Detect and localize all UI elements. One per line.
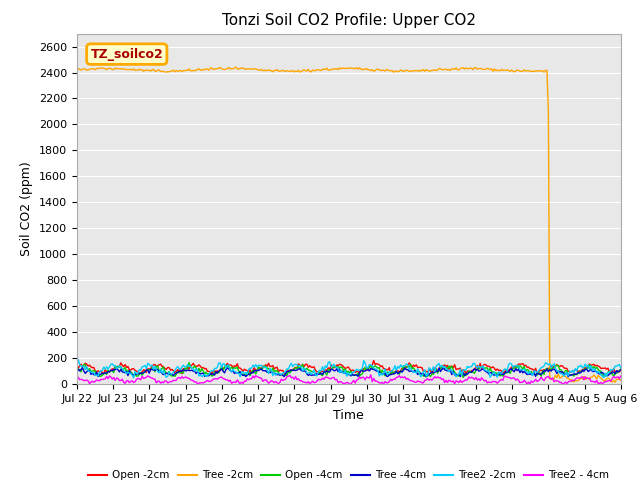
Open -4cm [545, 368, 552, 373]
Line: Tree2 -2cm: Tree2 -2cm [77, 360, 621, 378]
X-axis label: Time: Time [333, 409, 364, 422]
Tree -4cm [353, 372, 360, 378]
Tree -4cm [92, 372, 99, 378]
Tree2 -2cm [617, 365, 625, 371]
Text: TZ_soilco2: TZ_soilco2 [90, 48, 163, 60]
Open -2cm [545, 365, 552, 371]
Tree -4cm [616, 368, 623, 374]
Open -4cm [185, 360, 193, 365]
Tree2 - 4cm [92, 378, 99, 384]
Tree2 - 4cm [108, 376, 116, 382]
Tree2 -2cm [93, 372, 100, 378]
Open -2cm [73, 365, 81, 371]
Open -4cm [354, 370, 362, 376]
Open -4cm [108, 368, 116, 373]
Open -2cm [463, 368, 471, 374]
Legend: Open -2cm, Tree -2cm, Open -4cm, Tree -4cm, Tree2 -2cm, Tree2 - 4cm: Open -2cm, Tree -2cm, Open -4cm, Tree -4… [84, 466, 614, 480]
Tree -2cm [616, 376, 623, 382]
Open -4cm [616, 367, 623, 373]
Tree2 -2cm [463, 363, 471, 369]
Line: Tree -4cm: Tree -4cm [77, 368, 621, 377]
Line: Tree2 - 4cm: Tree2 - 4cm [77, 375, 621, 384]
Y-axis label: Soil CO2 (ppm): Soil CO2 (ppm) [20, 161, 33, 256]
Line: Open -4cm: Open -4cm [77, 362, 621, 377]
Tree -2cm [232, 64, 240, 70]
Tree -4cm [462, 371, 470, 377]
Open -2cm [617, 366, 625, 372]
Tree -2cm [354, 66, 362, 72]
Tree -4cm [108, 368, 116, 373]
Tree2 - 4cm [617, 373, 625, 379]
Open -4cm [460, 374, 467, 380]
Tree2 - 4cm [545, 373, 552, 379]
Tree2 - 4cm [463, 377, 471, 383]
Open -2cm [92, 368, 99, 374]
Tree -2cm [543, 68, 551, 73]
Open -4cm [617, 367, 625, 373]
Tree2 -2cm [616, 361, 623, 367]
Tree -2cm [92, 67, 99, 72]
Line: Open -2cm: Open -2cm [77, 360, 621, 374]
Tree2 -2cm [130, 375, 138, 381]
Tree2 - 4cm [346, 381, 353, 387]
Tree2 - 4cm [354, 377, 362, 383]
Tree2 - 4cm [367, 372, 374, 378]
Tree -2cm [611, 380, 619, 385]
Open -2cm [178, 371, 186, 377]
Tree2 -2cm [110, 363, 118, 369]
Open -2cm [370, 358, 378, 363]
Open -2cm [108, 366, 116, 372]
Tree -4cm [617, 367, 625, 373]
Tree -4cm [543, 366, 551, 372]
Tree -2cm [108, 67, 116, 72]
Tree2 -2cm [545, 362, 552, 368]
Tree -4cm [73, 369, 81, 375]
Tree2 -2cm [356, 367, 364, 373]
Tree2 -2cm [73, 359, 81, 364]
Tree2 -2cm [74, 357, 82, 362]
Tree2 - 4cm [616, 376, 623, 382]
Tree2 - 4cm [73, 374, 81, 380]
Tree -2cm [617, 377, 625, 383]
Open -2cm [616, 369, 623, 375]
Open -4cm [463, 371, 471, 377]
Tree -2cm [462, 65, 470, 71]
Tree -2cm [73, 68, 81, 73]
Title: Tonzi Soil CO2 Profile: Upper CO2: Tonzi Soil CO2 Profile: Upper CO2 [222, 13, 476, 28]
Tree -4cm [440, 365, 447, 371]
Open -4cm [92, 368, 99, 374]
Open -4cm [73, 365, 81, 371]
Tree -4cm [564, 374, 572, 380]
Open -2cm [354, 369, 362, 374]
Line: Tree -2cm: Tree -2cm [77, 67, 621, 383]
